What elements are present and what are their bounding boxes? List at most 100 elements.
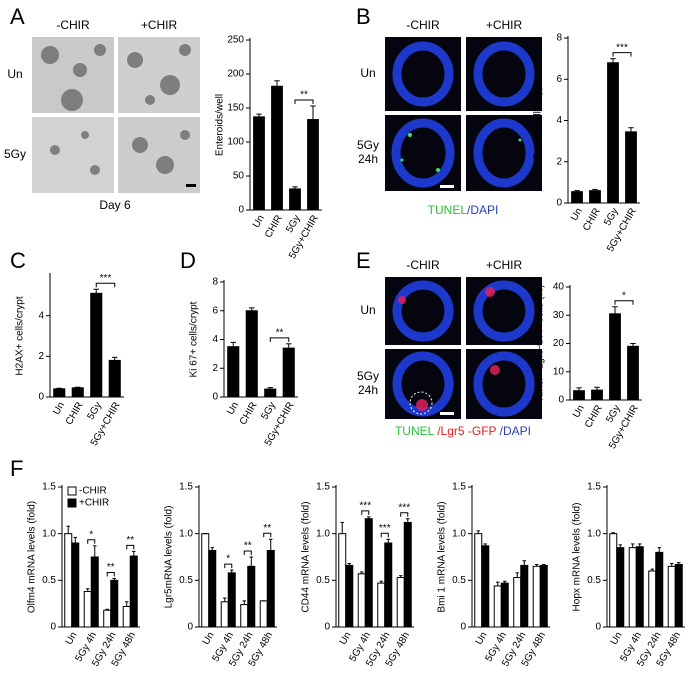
y-tick-label: 0	[238, 205, 244, 216]
bar	[627, 345, 639, 401]
error-bar	[611, 532, 615, 534]
y-tick-label: 250	[227, 35, 244, 46]
y-tick-label: 1.5	[587, 482, 601, 493]
bar	[591, 389, 603, 401]
y-tick-label: 150	[227, 103, 244, 114]
panel-letter: C	[10, 248, 26, 273]
caption: Day 6	[99, 198, 131, 212]
error-bar	[248, 307, 255, 311]
bar	[64, 533, 73, 628]
error-bar	[522, 560, 527, 566]
bar	[513, 577, 522, 628]
y-tick-label: 2	[556, 156, 562, 167]
y-tick-label: 6	[212, 305, 218, 316]
significance-bracket	[614, 300, 634, 305]
x-tick-label: Un	[51, 400, 67, 417]
y-tick-label: 30	[553, 310, 565, 321]
y-tick-label: 0	[212, 392, 218, 403]
x-tick-label: Un	[225, 400, 241, 417]
x-tick-label: 5Gy	[259, 400, 278, 421]
bar	[289, 188, 301, 211]
error-bar	[310, 105, 316, 120]
bar	[403, 521, 412, 628]
bar	[625, 131, 637, 204]
y-tick-label: 4	[38, 310, 44, 321]
error-bar	[542, 563, 546, 566]
bar	[364, 518, 373, 628]
bar	[609, 313, 621, 401]
x-tick-label: Un	[569, 206, 585, 223]
error-bar	[105, 608, 109, 611]
x-tick-label: Un	[571, 403, 587, 420]
bar	[396, 577, 405, 628]
bar	[108, 359, 121, 398]
y-tick-label: 1.5	[179, 482, 193, 493]
significance-bracket	[106, 571, 115, 577]
y-tick-label: 1.5	[452, 482, 466, 493]
significance-label: *	[226, 554, 230, 565]
y-axis-label: Hopx mRNA levels (fold)	[572, 503, 583, 612]
bar	[609, 533, 618, 628]
y-tick-label: 2	[38, 351, 44, 362]
bar	[208, 549, 217, 628]
y-tick-label: 1.0	[42, 528, 56, 539]
bar	[227, 572, 236, 628]
significance-bracket	[294, 99, 314, 104]
x-tick-label: Un	[64, 630, 80, 647]
column-label: -CHIR	[56, 18, 90, 32]
significance-label: *	[622, 290, 626, 301]
significance-bracket	[243, 550, 252, 555]
bar	[573, 390, 585, 401]
x-tick-label: CHIR	[581, 206, 603, 233]
significance-label: **	[263, 523, 271, 534]
y-axis-label: Tunel+ cells/crypt	[533, 81, 544, 159]
y-tick-label: 0	[38, 392, 44, 403]
bar	[377, 582, 386, 628]
y-tick-label: 0	[556, 198, 562, 209]
error-bar	[274, 80, 280, 87]
significance-bracket	[269, 337, 290, 342]
significance-label: **	[276, 327, 284, 338]
x-tick-label: CHIR	[583, 403, 605, 430]
bar	[607, 62, 619, 204]
bar	[674, 563, 683, 628]
significance-label: ***	[359, 501, 371, 512]
error-bar	[657, 547, 662, 553]
bar	[338, 533, 347, 628]
bar	[345, 564, 354, 628]
error-bar	[340, 521, 344, 534]
error-bar	[267, 387, 274, 390]
y-tick-label: 0	[595, 622, 601, 633]
caption-part: Day 6	[99, 198, 131, 212]
error-bar	[628, 127, 634, 132]
error-bar	[650, 568, 654, 571]
bar	[493, 585, 502, 628]
bar	[384, 542, 393, 628]
caption-part: /DAPI	[500, 424, 531, 438]
error-bar	[534, 563, 539, 567]
y-tick-label: 4	[556, 115, 562, 126]
bar	[83, 591, 92, 628]
x-tick-label: Un	[338, 630, 354, 647]
panel-letter: A	[10, 4, 25, 29]
error-bar	[367, 516, 371, 519]
error-bar	[630, 343, 636, 347]
y-tick-label: 0.5	[587, 575, 601, 586]
error-bar	[630, 543, 635, 548]
error-bar	[379, 580, 383, 584]
y-tick-label: 1.0	[587, 528, 601, 539]
significance-bracket	[361, 510, 370, 515]
row-label: Un	[360, 303, 375, 317]
bar	[71, 387, 84, 398]
y-tick-label: 0	[558, 395, 564, 406]
error-bar	[249, 556, 254, 567]
error-bar	[495, 581, 500, 586]
error-bar	[112, 577, 117, 581]
caption: TUNEL /Lgr5 -GFP /DAPI	[395, 424, 531, 438]
significance-label: *	[89, 529, 93, 540]
y-axis-label: Ki 67+ cells/crypt	[189, 301, 200, 377]
micrographs-e	[385, 277, 542, 419]
bar	[539, 564, 548, 628]
y-tick-label: 1.0	[452, 528, 466, 539]
x-tick-label: CHIR	[263, 213, 285, 240]
